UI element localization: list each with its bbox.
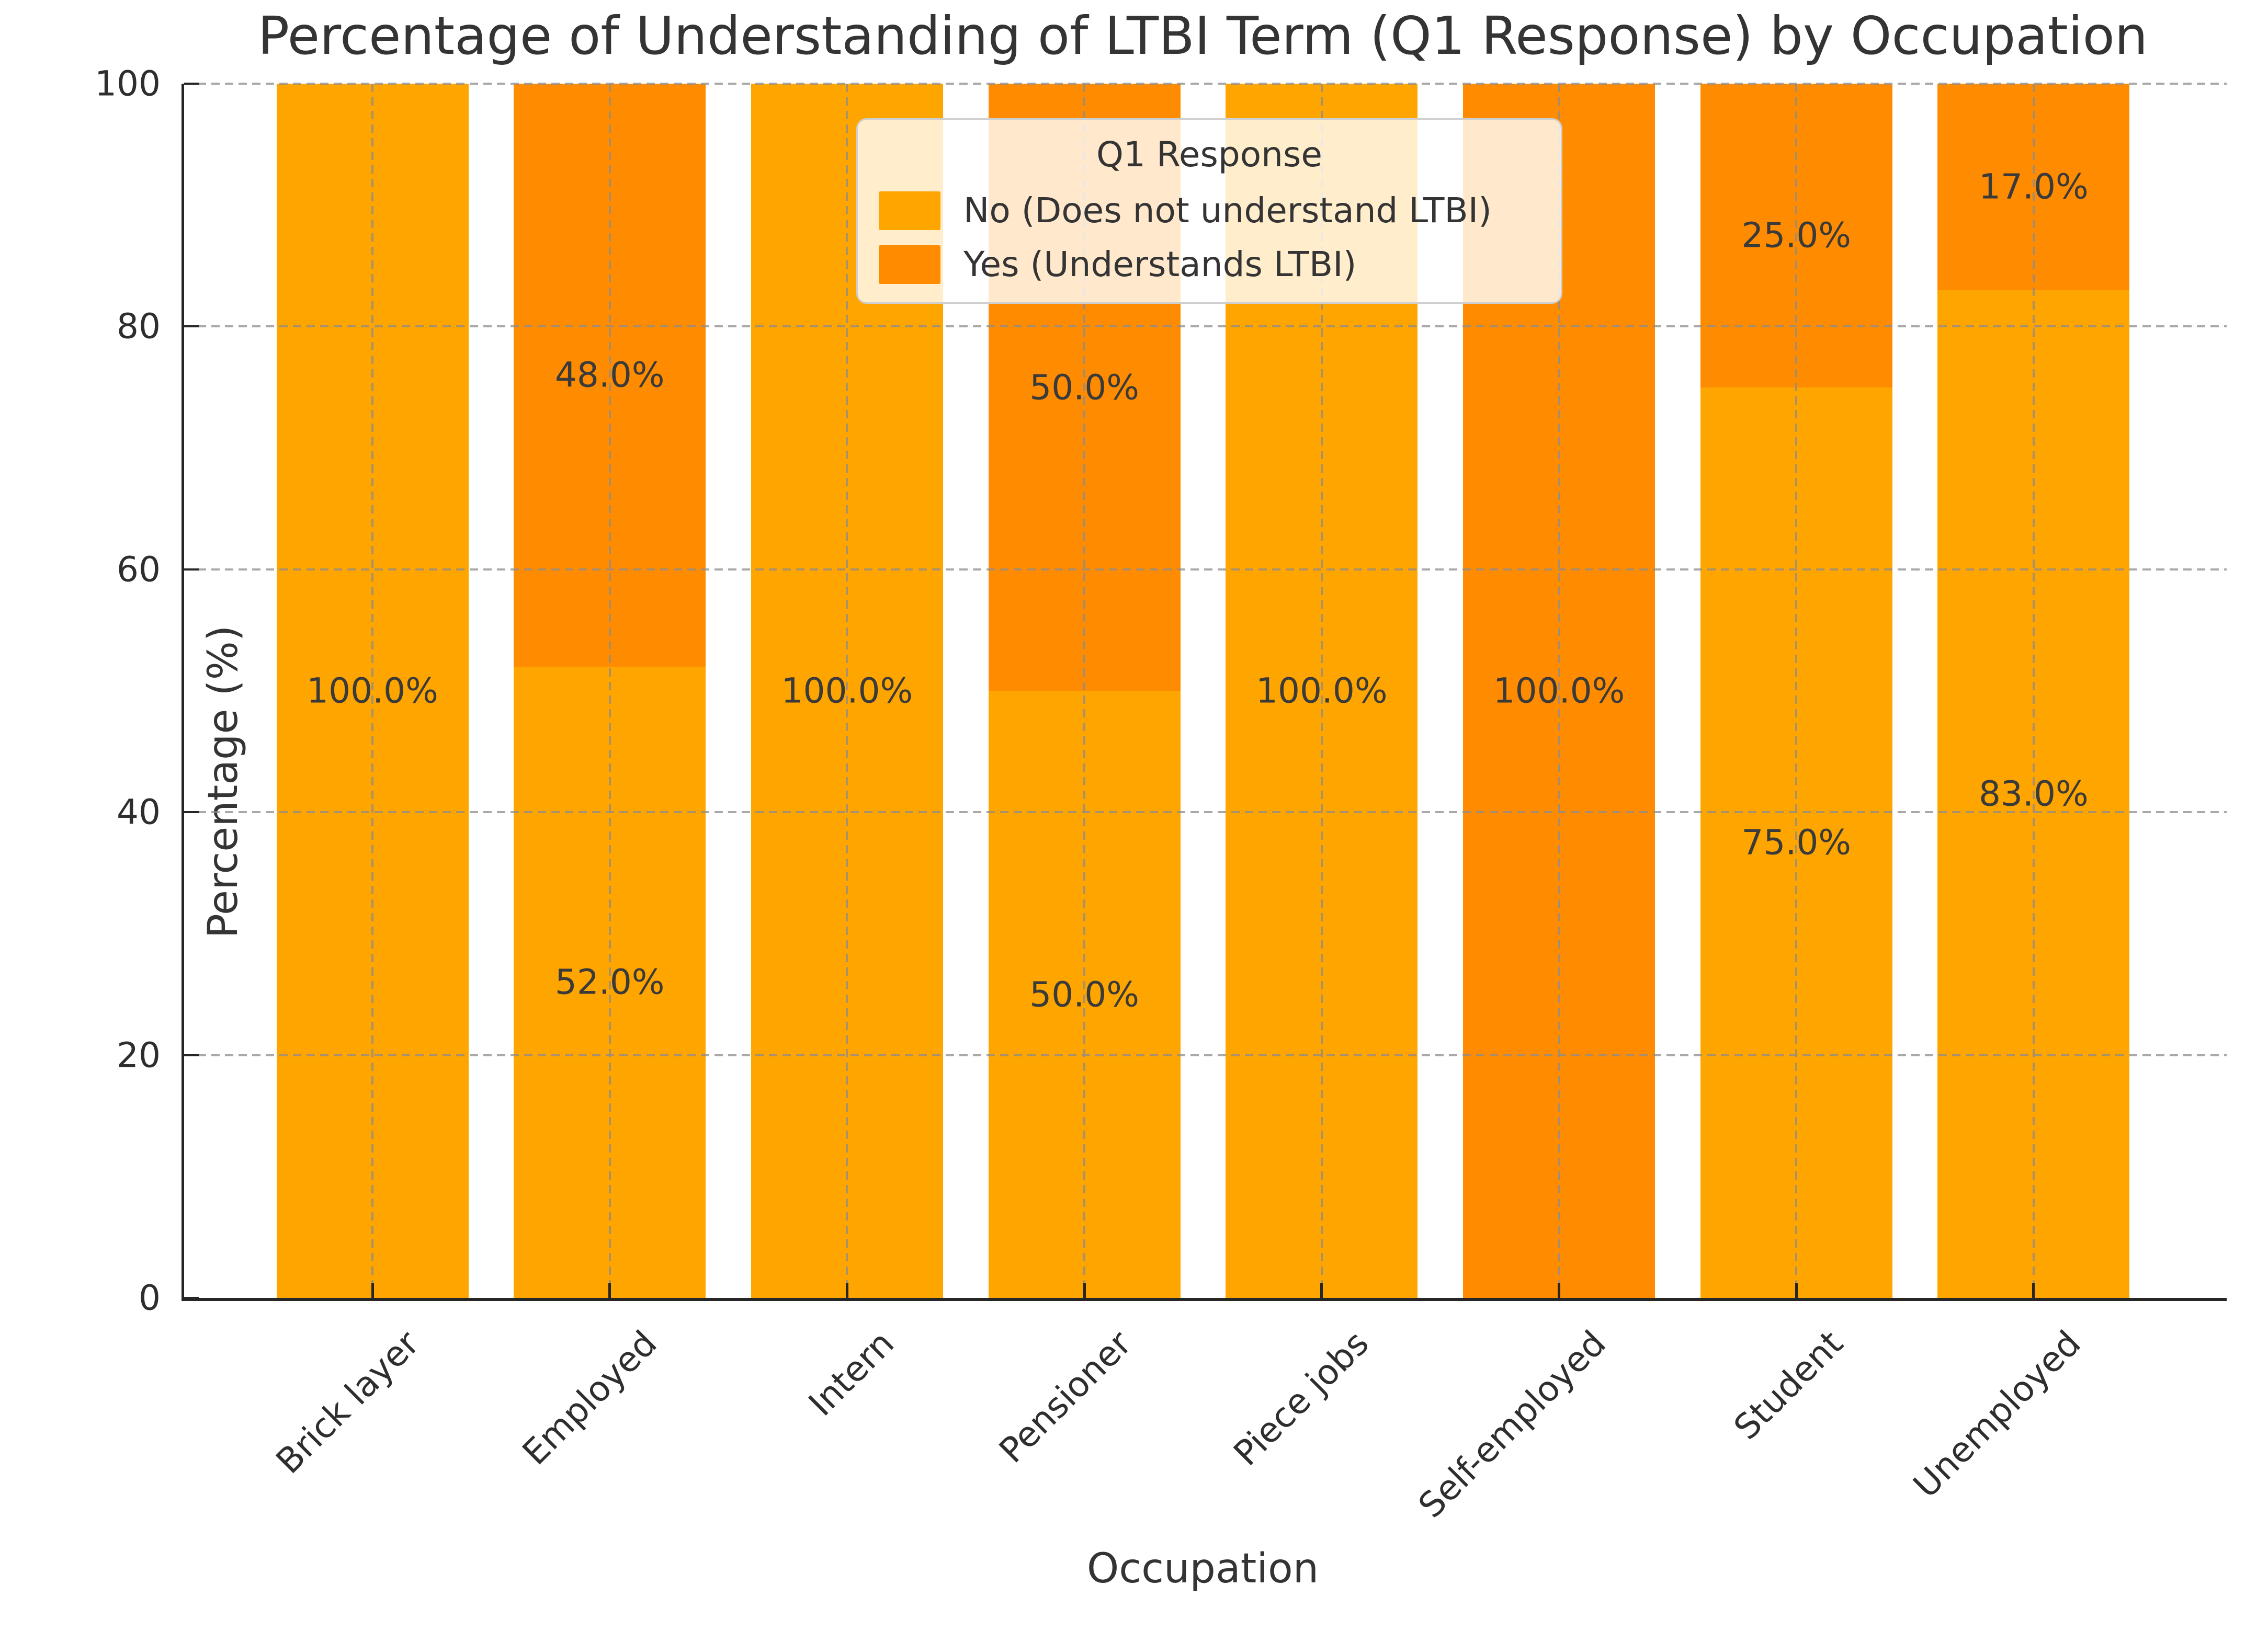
- x-tick-label-student: Student: [1726, 1323, 1851, 1448]
- v-gridline: [1320, 84, 1323, 1298]
- legend-rows: No (Does not understand LTBI) Yes (Unders…: [879, 190, 1540, 284]
- x-tick-label-employed: Employed: [514, 1323, 665, 1473]
- v-gridline: [608, 84, 611, 1298]
- v-gridline: [1083, 84, 1086, 1298]
- y-axis-label: Percentage (%): [200, 625, 247, 939]
- x-axis-label: Occupation: [1086, 1545, 1319, 1592]
- h-gridline-20: [184, 1054, 2227, 1056]
- legend-row: No (Does not understand LTBI): [879, 190, 1540, 231]
- bar-value-label: 100.0%: [1493, 670, 1625, 711]
- y-tick-mark-60: [184, 568, 199, 571]
- y-tick-label-80: 80: [117, 306, 161, 347]
- x-tick-mark: [1083, 1283, 1086, 1298]
- h-gridline-80: [184, 325, 2227, 328]
- v-gridline: [1795, 84, 1798, 1298]
- v-gridline: [2032, 84, 2035, 1298]
- bar-value-label: 75.0%: [1741, 822, 1852, 863]
- bar-value-label: 48.0%: [554, 355, 665, 395]
- bar-value-label: 83.0%: [1979, 773, 2089, 814]
- x-tick-mark: [1558, 1283, 1560, 1298]
- bar-value-label: 100.0%: [1255, 670, 1388, 711]
- v-gridline: [371, 84, 373, 1298]
- legend-swatch-icon: [879, 245, 940, 284]
- legend: Q1 Response No (Does not understand LTBI…: [856, 118, 1562, 304]
- legend-swatch-icon: [879, 191, 940, 230]
- y-tick-label-60: 60: [117, 549, 161, 590]
- x-tick-mark: [1320, 1283, 1323, 1298]
- legend-label: No (Does not understand LTBI): [963, 190, 1492, 231]
- legend-row: Yes (Understands LTBI): [879, 244, 1540, 284]
- bar-value-label: 50.0%: [1029, 367, 1139, 407]
- bar-value-label: 52.0%: [554, 962, 665, 1002]
- bar-value-label: 50.0%: [1029, 974, 1139, 1014]
- v-gridline: [846, 84, 848, 1298]
- x-tick-mark: [1795, 1283, 1798, 1298]
- x-tick-mark: [2032, 1283, 2035, 1298]
- x-tick-mark: [608, 1283, 611, 1298]
- y-tick-mark-20: [184, 1054, 199, 1056]
- y-tick-label-100: 100: [95, 63, 161, 104]
- y-tick-label-40: 40: [117, 792, 161, 832]
- x-tick-mark: [371, 1283, 374, 1298]
- y-tick-mark-80: [184, 325, 199, 328]
- bar-value-label: 100.0%: [307, 670, 438, 711]
- y-tick-label-0: 0: [139, 1278, 161, 1318]
- h-gridline-100: [184, 83, 2227, 85]
- legend-title: Q1 Response: [1096, 134, 1322, 175]
- v-gridline: [1558, 84, 1560, 1298]
- y-tick-label-20: 20: [117, 1035, 161, 1076]
- y-tick-mark-100: [184, 83, 199, 85]
- x-tick-label-pensioner: Pensioner: [991, 1323, 1139, 1471]
- bar-value-label: 17.0%: [1979, 166, 2089, 207]
- chart-title: Percentage of Understanding of LTBI Term…: [257, 5, 2148, 66]
- x-tick-label-intern: Intern: [801, 1323, 902, 1424]
- y-tick-mark-40: [184, 811, 199, 814]
- x-tick-mark: [845, 1283, 848, 1298]
- h-gridline-40: [184, 811, 2227, 814]
- x-tick-label-unemployed: Unemployed: [1905, 1323, 2089, 1506]
- x-tick-label-brick-layer: Brick layer: [268, 1323, 427, 1482]
- h-gridline-60: [184, 568, 2227, 571]
- bar-value-label: 25.0%: [1741, 215, 1852, 256]
- bar-value-label: 100.0%: [781, 670, 913, 711]
- x-tick-label-self-employed: Self-employed: [1411, 1323, 1614, 1526]
- x-tick-label-piece-jobs: Piece jobs: [1226, 1323, 1377, 1474]
- legend-label: Yes (Understands LTBI): [963, 244, 1357, 284]
- y-tick-mark-0: [184, 1297, 199, 1299]
